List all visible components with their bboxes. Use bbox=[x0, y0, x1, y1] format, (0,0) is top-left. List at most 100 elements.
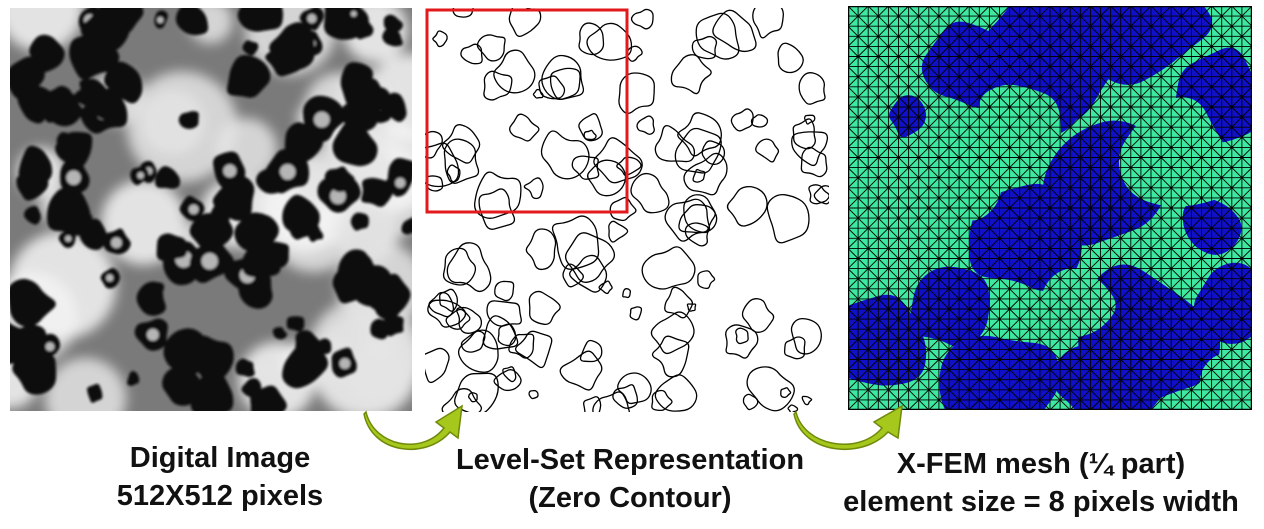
contour-line bbox=[622, 288, 632, 299]
contour-line bbox=[664, 286, 694, 319]
contour-line bbox=[592, 391, 631, 412]
particle bbox=[370, 318, 390, 340]
particle bbox=[29, 34, 65, 73]
contour-line bbox=[446, 242, 492, 293]
particle-core bbox=[111, 237, 122, 249]
particle bbox=[46, 93, 83, 127]
particle bbox=[272, 327, 288, 340]
contour-line bbox=[457, 329, 499, 373]
contour-line bbox=[750, 114, 769, 128]
particle-core bbox=[106, 274, 114, 282]
particle bbox=[382, 27, 403, 47]
xfem-mesh bbox=[848, 6, 1252, 410]
level-set-panel bbox=[425, 8, 829, 412]
contour-line bbox=[766, 193, 810, 244]
digital-image-caption: Digital Image 512X512 pixels bbox=[60, 439, 380, 515]
contour-line bbox=[441, 388, 483, 412]
quarter-region-box bbox=[425, 8, 629, 214]
contour-line bbox=[618, 72, 655, 115]
contour-line bbox=[678, 204, 718, 234]
particle bbox=[369, 273, 411, 314]
contour-line bbox=[608, 220, 629, 243]
contour-line bbox=[583, 396, 602, 412]
contour-line bbox=[443, 138, 480, 184]
contour-line bbox=[712, 9, 757, 53]
particle bbox=[24, 205, 41, 225]
contour-line bbox=[701, 140, 726, 166]
contour-line bbox=[551, 215, 600, 270]
contour-line bbox=[654, 374, 698, 412]
particle bbox=[156, 233, 188, 262]
contour-line bbox=[525, 228, 557, 271]
contour-line bbox=[803, 114, 816, 125]
contour-line bbox=[674, 127, 722, 174]
level-set-caption: Level-Set Representation (Zero Contour) bbox=[420, 441, 840, 517]
contour-line bbox=[528, 290, 561, 326]
particle bbox=[235, 358, 255, 378]
contour-line bbox=[801, 395, 813, 406]
particle bbox=[286, 316, 305, 332]
particle-core bbox=[66, 170, 81, 185]
particle bbox=[379, 92, 407, 122]
particle bbox=[324, 166, 355, 193]
contour-line bbox=[578, 22, 605, 56]
contour-line bbox=[425, 130, 443, 159]
contour-line bbox=[695, 12, 740, 60]
contour-line bbox=[683, 194, 716, 233]
particle bbox=[401, 217, 412, 235]
particle bbox=[87, 383, 103, 403]
caption-line: X-FEM mesh (¼ part) bbox=[896, 448, 1186, 480]
particle bbox=[350, 212, 369, 231]
inclusion-region bbox=[848, 294, 927, 386]
digital-image bbox=[10, 8, 412, 411]
zero-contour-plot bbox=[425, 8, 829, 412]
contour-line bbox=[442, 247, 477, 286]
contour-line bbox=[442, 124, 481, 164]
particle bbox=[230, 60, 265, 93]
particle-core bbox=[157, 16, 164, 24]
particle bbox=[317, 338, 332, 355]
contour-line bbox=[482, 315, 519, 350]
particle bbox=[69, 29, 120, 80]
particle bbox=[136, 281, 166, 316]
caption-line: element size = 8 pixels width bbox=[843, 486, 1239, 518]
xfem-mesh-caption: X-FEM mesh (¼ part) element size = 8 pix… bbox=[818, 445, 1264, 521]
particle bbox=[75, 212, 93, 231]
contour-line bbox=[691, 35, 718, 60]
particle bbox=[178, 111, 199, 130]
contour-line bbox=[428, 291, 455, 318]
particle-core bbox=[201, 253, 218, 270]
curved-arrow-icon bbox=[793, 404, 903, 451]
particle bbox=[250, 385, 287, 411]
contour-line bbox=[502, 366, 517, 383]
particle-core bbox=[45, 342, 55, 352]
contour-line bbox=[569, 254, 608, 293]
particle bbox=[242, 238, 282, 278]
contour-line bbox=[541, 54, 585, 101]
contour-line bbox=[425, 175, 444, 192]
particle-core bbox=[188, 204, 199, 215]
contour-line bbox=[741, 298, 775, 333]
contour-line bbox=[654, 125, 696, 163]
particle bbox=[79, 78, 107, 105]
contour-line bbox=[800, 146, 828, 178]
contour-line bbox=[791, 131, 829, 167]
particle-core bbox=[279, 164, 296, 180]
caption-line: (Zero Contour) bbox=[528, 482, 732, 514]
particle-core bbox=[307, 13, 317, 24]
particle bbox=[295, 330, 321, 356]
contour-line bbox=[439, 288, 459, 312]
contour-line bbox=[587, 159, 627, 197]
contour-line bbox=[629, 306, 643, 321]
contour-line bbox=[677, 112, 722, 157]
contour-line bbox=[735, 327, 749, 345]
contour-line bbox=[432, 30, 448, 48]
particle bbox=[127, 371, 140, 386]
particle bbox=[18, 145, 53, 184]
caption-line: 512X512 pixels bbox=[116, 480, 324, 512]
contour-line bbox=[454, 372, 499, 412]
contour-line bbox=[456, 306, 483, 334]
contour-line bbox=[528, 389, 539, 400]
contour-line bbox=[780, 387, 792, 398]
contour-line bbox=[497, 323, 517, 347]
